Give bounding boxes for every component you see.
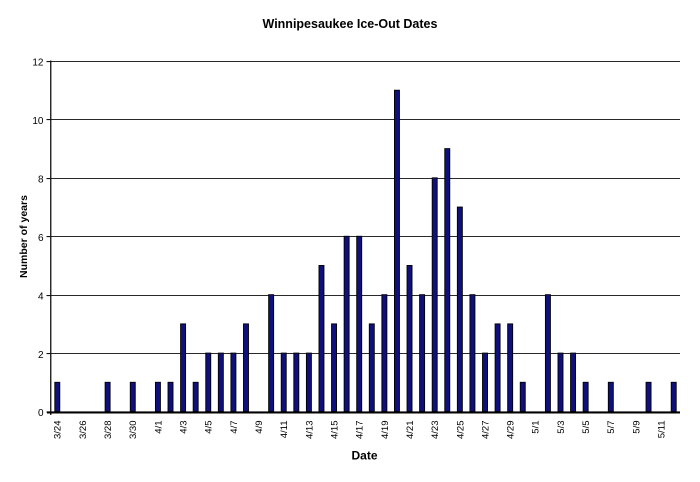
svg-text:Winnipesaukee Ice-Out Dates: Winnipesaukee Ice-Out Dates xyxy=(263,17,438,31)
svg-text:Number of years: Number of years xyxy=(18,195,30,278)
svg-text:4: 4 xyxy=(38,291,44,302)
svg-text:4/9: 4/9 xyxy=(254,421,265,434)
svg-text:3/28: 3/28 xyxy=(103,421,114,440)
svg-text:4/7: 4/7 xyxy=(229,421,240,434)
svg-text:5/11: 5/11 xyxy=(657,421,668,439)
svg-text:Date: Date xyxy=(351,449,377,463)
svg-text:3/30: 3/30 xyxy=(128,421,139,440)
svg-text:4/25: 4/25 xyxy=(455,421,466,440)
svg-text:5/5: 5/5 xyxy=(581,421,592,434)
svg-text:4/23: 4/23 xyxy=(430,421,441,440)
svg-text:4/13: 4/13 xyxy=(304,421,315,440)
svg-text:10: 10 xyxy=(32,116,44,127)
svg-text:5/7: 5/7 xyxy=(606,421,617,434)
svg-text:4/21: 4/21 xyxy=(405,421,416,440)
svg-text:8: 8 xyxy=(38,175,44,186)
svg-text:4/11: 4/11 xyxy=(279,421,290,439)
svg-text:6: 6 xyxy=(38,233,44,244)
svg-text:4/1: 4/1 xyxy=(153,421,164,434)
svg-text:4/29: 4/29 xyxy=(506,421,517,440)
svg-text:12: 12 xyxy=(32,58,44,69)
svg-text:4/27: 4/27 xyxy=(480,421,491,440)
svg-text:4/3: 4/3 xyxy=(178,421,189,434)
svg-text:5/9: 5/9 xyxy=(631,421,642,434)
svg-text:3/24: 3/24 xyxy=(53,421,64,440)
svg-text:4/5: 4/5 xyxy=(204,421,215,434)
svg-text:5/3: 5/3 xyxy=(556,421,567,434)
svg-text:0: 0 xyxy=(38,408,44,419)
svg-text:4/19: 4/19 xyxy=(380,421,391,440)
svg-text:4/15: 4/15 xyxy=(329,421,340,440)
svg-text:3/26: 3/26 xyxy=(78,421,89,440)
svg-text:5/1: 5/1 xyxy=(531,421,542,434)
svg-text:2: 2 xyxy=(38,350,44,361)
svg-text:4/17: 4/17 xyxy=(355,421,366,440)
